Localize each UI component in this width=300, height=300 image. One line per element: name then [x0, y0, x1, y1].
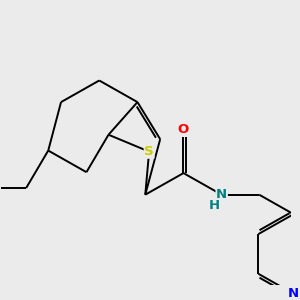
Text: N: N [288, 287, 299, 300]
Text: S: S [144, 145, 154, 158]
Text: H: H [209, 199, 220, 212]
Text: O: O [178, 123, 189, 136]
Text: N: N [216, 188, 227, 201]
